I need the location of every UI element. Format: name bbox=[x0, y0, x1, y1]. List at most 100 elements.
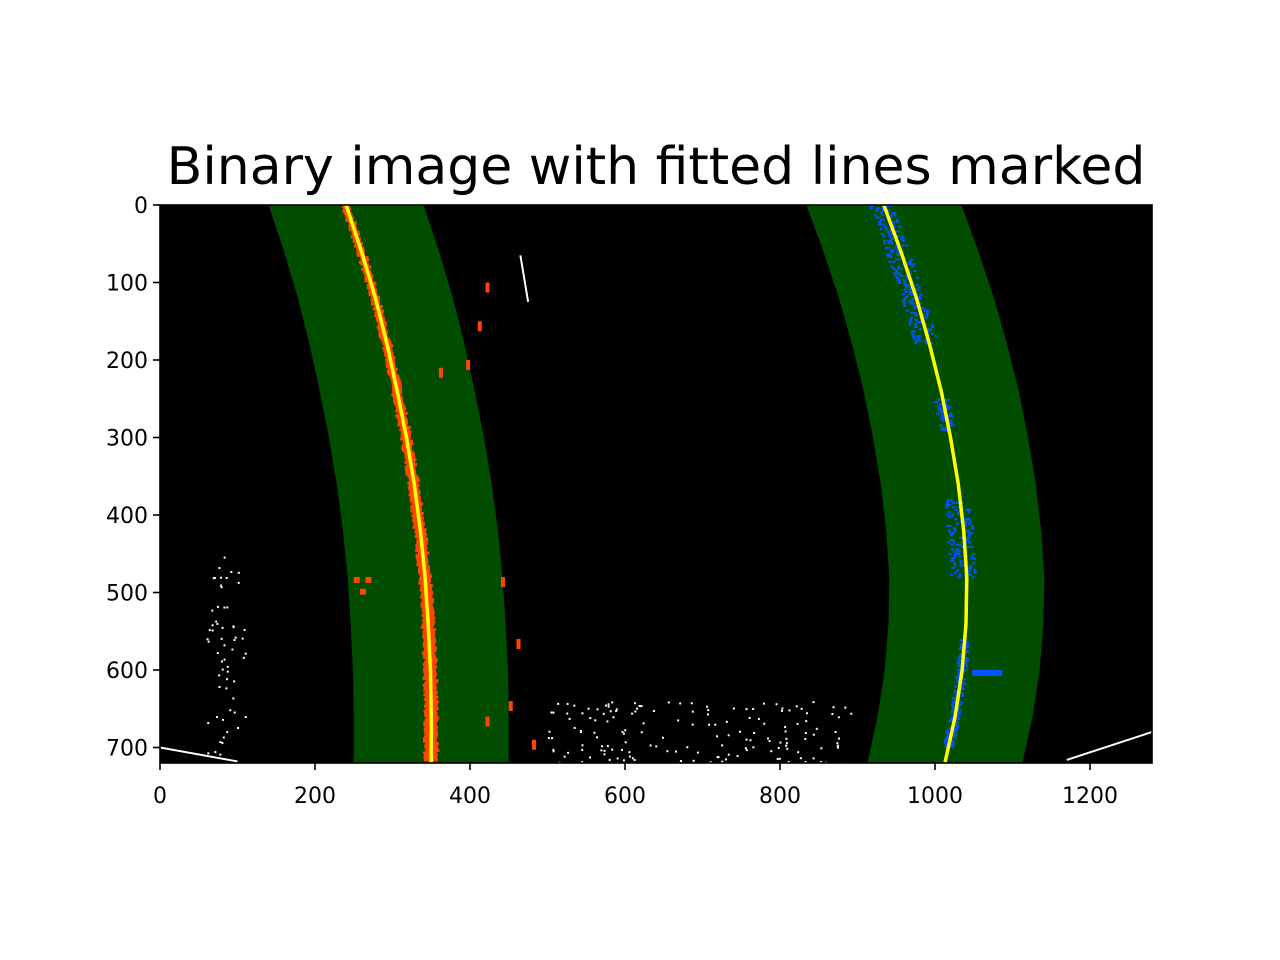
right-pixel-fragment bbox=[892, 225, 896, 228]
noise-pixel bbox=[547, 737, 550, 740]
noise-pixel bbox=[573, 704, 576, 707]
right-pixel-fragment bbox=[952, 550, 956, 553]
right-pixel-fragment bbox=[906, 284, 910, 287]
noise-pixel bbox=[596, 708, 599, 711]
noise-pixel bbox=[806, 712, 809, 715]
noise-pixel bbox=[634, 702, 637, 705]
right-pixel-fragment bbox=[956, 718, 960, 721]
right-pixel-fragment bbox=[945, 405, 949, 408]
right-pixel-fragment bbox=[878, 221, 882, 224]
noise-pixel bbox=[799, 757, 802, 760]
noise-pixel bbox=[207, 640, 210, 643]
noise-pixel bbox=[208, 629, 211, 632]
right-pixel-fragment bbox=[942, 428, 946, 431]
right-pixel-fragment bbox=[951, 715, 955, 718]
right-pixel-fragment bbox=[958, 666, 962, 669]
right-pixel-fragment bbox=[949, 718, 953, 721]
noise-pixel bbox=[744, 747, 747, 750]
noise-pixel bbox=[796, 722, 799, 725]
noise-pixel bbox=[674, 750, 677, 753]
noise-pixel bbox=[784, 730, 787, 733]
right-pixel-fragment bbox=[944, 745, 948, 748]
right-pixel-fragment bbox=[939, 424, 943, 427]
noise-pixel bbox=[781, 707, 784, 710]
right-pixel-fragment bbox=[910, 330, 914, 333]
right-pixel-fragment bbox=[951, 501, 955, 504]
right-pixel-fragment bbox=[962, 683, 966, 686]
right-pixel-fragment bbox=[908, 272, 912, 275]
right-pixel-fragment bbox=[967, 534, 971, 537]
right-pixel-fragment bbox=[938, 403, 942, 406]
right-pixel-fragment bbox=[897, 281, 901, 284]
right-pixel-fragment bbox=[887, 242, 891, 245]
right-pixel-fragment bbox=[946, 729, 950, 732]
right-pixel-fragment bbox=[960, 536, 964, 539]
x-tick-label: 1000 bbox=[907, 784, 963, 809]
right-pixel-fragment bbox=[883, 239, 887, 242]
right-pixel-fragment bbox=[918, 298, 922, 300]
right-pixel-fragment bbox=[947, 405, 951, 408]
noise-pixel bbox=[666, 750, 669, 753]
right-pixel-fragment bbox=[900, 235, 904, 238]
right-pixel-fragment bbox=[967, 569, 971, 572]
right-pixel-fragment bbox=[910, 316, 914, 319]
right-pixel-fragment bbox=[925, 309, 929, 312]
right-pixel-fragment bbox=[952, 424, 956, 427]
right-pixel-fragment bbox=[957, 552, 961, 555]
right-pixel-fragment bbox=[946, 525, 950, 528]
plot-area bbox=[160, 205, 1152, 763]
left-pixel-fragment bbox=[485, 716, 490, 727]
right-pixel-fragment bbox=[895, 230, 899, 233]
noise-pixel bbox=[679, 702, 682, 705]
right-pixel-fragment bbox=[958, 648, 962, 651]
right-pixel-fragment bbox=[914, 325, 918, 328]
right-pixel-fragment bbox=[953, 734, 957, 737]
right-pixel-fragment bbox=[877, 216, 881, 219]
right-pixel-fragment bbox=[914, 342, 918, 345]
right-pixel-fragment bbox=[930, 332, 934, 335]
noise-pixel bbox=[634, 710, 637, 713]
right-pixel-fragment bbox=[878, 223, 882, 226]
noise-pixel bbox=[721, 760, 724, 763]
right-pixel-fragment bbox=[961, 687, 965, 690]
noise-pixel bbox=[622, 732, 625, 735]
right-pixel-fragment bbox=[902, 279, 906, 282]
right-pixel-fragment bbox=[884, 246, 888, 249]
right-pixel-fragment bbox=[916, 321, 920, 324]
noise-pixel bbox=[812, 733, 815, 736]
right-pixel-fragment bbox=[930, 325, 934, 328]
noise-pixel bbox=[714, 723, 717, 726]
right-pixel-fragment bbox=[909, 286, 913, 289]
right-pixel-fragment bbox=[957, 711, 961, 714]
left-pixel-fragment bbox=[508, 701, 513, 711]
noise-pixel bbox=[749, 739, 752, 742]
right-pixel-fragment bbox=[952, 736, 956, 739]
noise-pixel bbox=[566, 702, 569, 705]
right-pixel-fragment bbox=[944, 426, 948, 429]
right-pixel-fragment bbox=[888, 205, 892, 207]
right-pixel-fragment bbox=[967, 518, 971, 521]
right-pixel-fragment bbox=[887, 246, 891, 249]
right-pixel-fragment bbox=[892, 221, 896, 224]
right-pixel-fragment bbox=[890, 237, 894, 240]
right-pixel-fragment bbox=[941, 419, 945, 422]
noise-pixel bbox=[786, 747, 789, 750]
left-pixel-fragment bbox=[365, 577, 372, 583]
right-pixel-fragment bbox=[957, 511, 961, 514]
right-pixel-fragment bbox=[915, 284, 919, 287]
right-pixel-fragment bbox=[888, 253, 892, 256]
right-pixel-fragment bbox=[903, 281, 907, 284]
noise-pixel bbox=[631, 712, 634, 715]
right-pixel-fragment bbox=[938, 405, 942, 408]
right-pixel-fragment bbox=[881, 223, 885, 226]
right-pixel-fragment bbox=[957, 713, 961, 716]
noise-pixel bbox=[221, 668, 224, 671]
right-pixel-fragment bbox=[941, 417, 945, 420]
right-pixel-fragment bbox=[949, 412, 953, 415]
right-pixel-fragment bbox=[892, 260, 896, 263]
right-pixel-fragment bbox=[924, 316, 928, 319]
right-pixel-fragment bbox=[927, 330, 931, 333]
right-pixel-fragment bbox=[911, 332, 915, 335]
noise-pixel bbox=[226, 731, 229, 734]
right-pixel-fragment bbox=[900, 237, 904, 240]
